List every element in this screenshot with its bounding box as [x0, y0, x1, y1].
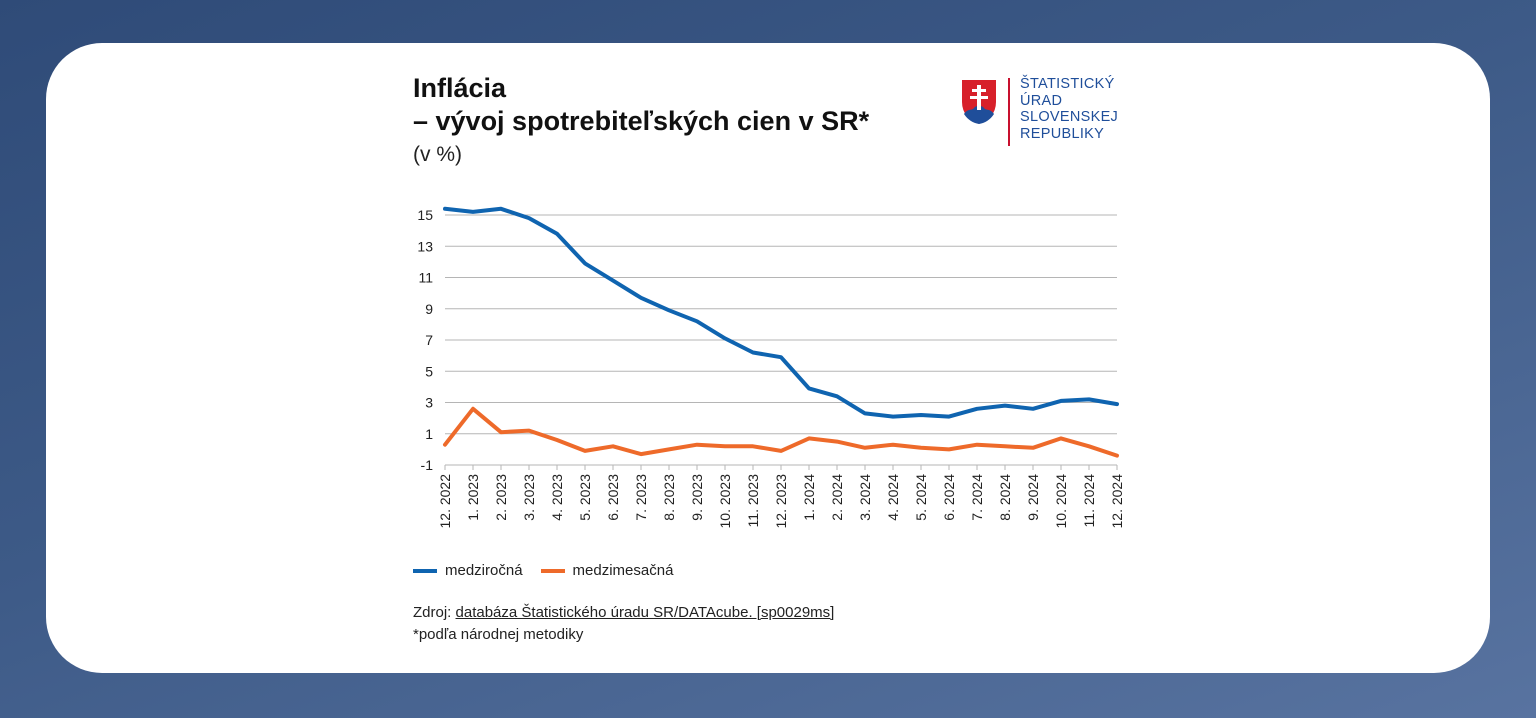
legend-swatch-mom	[540, 568, 565, 573]
chart-subtitle: (v %)	[413, 143, 462, 166]
x-tick-label: 7. 2023	[633, 474, 649, 521]
x-tick-label: 3. 2024	[857, 474, 873, 521]
legend-swatch-yoy	[413, 568, 437, 573]
x-tick-label: 2. 2024	[829, 474, 845, 521]
x-tick-label: 12. 2024	[1109, 474, 1125, 529]
logo-divider	[1008, 78, 1010, 146]
x-tick-label: 5. 2024	[913, 474, 929, 521]
chart-card	[46, 43, 1490, 673]
x-tick-label: 6. 2023	[605, 474, 621, 521]
source-prefix: Zdroj:	[413, 604, 452, 621]
y-tick-label: 1	[425, 426, 433, 442]
y-tick-label: -1	[421, 457, 434, 473]
title-line-2: – vývoj spotrebiteľských cien v SR*	[413, 106, 870, 136]
series-line-mom	[443, 406, 1119, 458]
y-tick-label: 9	[425, 301, 433, 317]
x-tick-label: 1. 2024	[801, 474, 817, 521]
x-tick-label: 11. 2023	[745, 474, 761, 528]
legend-item-yoy: medziročná	[413, 562, 523, 579]
source-link[interactable]: databáza Štatistického úradu SR/DATAcube…	[455, 604, 835, 621]
x-tick-label: 9. 2024	[1025, 474, 1041, 521]
logo-line: ÚRAD	[1020, 92, 1063, 109]
x-tick-label: 2. 2023	[493, 474, 509, 521]
x-tick-label: 4. 2024	[885, 474, 901, 521]
logo-line: REPUBLIKY	[1020, 125, 1105, 142]
x-tick-label: 9. 2023	[689, 474, 705, 521]
source-note: Zdroj: databáza Štatistického úradu SR/D…	[413, 602, 834, 646]
y-tick-label: 5	[425, 363, 433, 379]
series-line-yoy	[443, 206, 1119, 419]
x-tick-label: 5. 2023	[577, 474, 593, 521]
logo-line: SLOVENSKEJ	[1020, 109, 1119, 125]
x-tick-label: 10. 2024	[1053, 474, 1069, 529]
x-tick-label: 10. 2023	[717, 474, 733, 529]
x-tick-label: 8. 2023	[661, 474, 677, 521]
y-tick-label: 3	[425, 395, 433, 411]
footnote: *podľa národnej metodiky	[413, 626, 584, 643]
chart-title: Inflácia – vývoj spotrebiteľských cien v…	[413, 72, 869, 138]
legend-label-mom: medzimesačná	[572, 562, 674, 579]
x-tick-label: 8. 2024	[997, 474, 1013, 521]
x-tick-label: 7. 2024	[969, 474, 985, 521]
x-tick-label: 12. 2023	[773, 474, 789, 529]
x-tick-label: 4. 2023	[549, 474, 565, 521]
y-tick-label: 11	[418, 270, 433, 286]
x-tick-label: 1. 2023	[465, 474, 481, 521]
x-tick-label: 6. 2024	[941, 474, 957, 521]
legend-item-mom: medzimesačná	[540, 562, 674, 579]
x-tick-label: 12. 2022	[437, 474, 453, 529]
chart-legend: medziročná medzimesačná	[413, 562, 691, 579]
coat-of-arms-icon	[960, 78, 998, 131]
statistical-office-logo-text: ŠTATISTICKÝ ÚRAD SLOVENSKEJ REPUBLIKY	[1020, 76, 1118, 142]
x-tick-label: 3. 2023	[521, 474, 537, 521]
y-tick-label: 7	[425, 332, 433, 348]
x-tick-label: 11. 2024	[1081, 474, 1097, 528]
y-tick-label: 15	[417, 207, 433, 223]
y-tick-label: 13	[417, 238, 433, 254]
logo-line: ŠTATISTICKÝ	[1020, 76, 1115, 92]
title-line-1: Inflácia	[413, 73, 507, 103]
legend-label-yoy: medziročná	[445, 562, 523, 579]
